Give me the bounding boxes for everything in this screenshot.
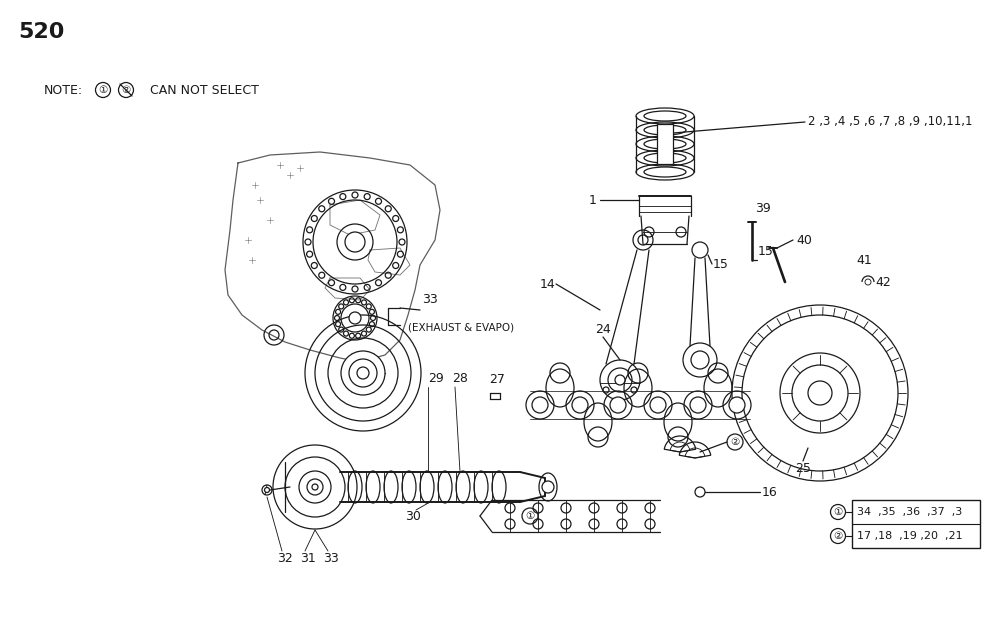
Text: 29: 29 (428, 372, 444, 385)
Text: ②: ② (730, 437, 739, 447)
Circle shape (312, 484, 318, 490)
Circle shape (808, 381, 832, 405)
Text: 2 ,3 ,4 ,5 ,6 ,7 ,8 ,9 ,10,11,1: 2 ,3 ,4 ,5 ,6 ,7 ,8 ,9 ,10,11,1 (808, 115, 972, 128)
Text: 25: 25 (795, 462, 811, 475)
Text: 30: 30 (405, 510, 421, 523)
Text: 15: 15 (713, 258, 728, 271)
Bar (852, 500, 980, 548)
Circle shape (349, 312, 361, 324)
Text: 520: 520 (18, 22, 64, 42)
Circle shape (341, 351, 385, 395)
Text: 17 ,18  ,19 ,20  ,21: 17 ,18 ,19 ,20 ,21 (857, 531, 962, 541)
Circle shape (542, 481, 554, 493)
Text: 16: 16 (762, 485, 778, 499)
Circle shape (357, 367, 369, 379)
Text: ①: ① (98, 85, 108, 95)
Circle shape (610, 397, 626, 413)
Text: 15: 15 (758, 245, 774, 258)
Text: 24: 24 (595, 323, 610, 336)
Text: ②: ② (833, 531, 842, 541)
Text: 40: 40 (796, 233, 812, 247)
Text: ②: ② (121, 85, 131, 95)
Text: 41: 41 (856, 254, 872, 267)
Circle shape (265, 488, 270, 492)
Text: 27: 27 (489, 373, 504, 386)
Circle shape (729, 397, 745, 413)
Text: 14: 14 (539, 278, 555, 290)
Circle shape (690, 397, 706, 413)
Circle shape (532, 397, 548, 413)
Bar (657, 124, 673, 164)
Text: (EXHAUST & EVAPO): (EXHAUST & EVAPO) (408, 323, 514, 333)
Circle shape (650, 397, 666, 413)
Text: ①: ① (525, 511, 534, 521)
Text: 42: 42 (875, 276, 891, 288)
Text: ①: ① (833, 507, 842, 517)
Text: 1: 1 (589, 194, 597, 206)
Text: 34  ,35  ,36  ,37  ,3: 34 ,35 ,36 ,37 ,3 (857, 507, 962, 517)
Text: 31: 31 (300, 552, 316, 565)
Circle shape (572, 397, 588, 413)
Text: 28: 28 (452, 372, 468, 385)
Text: 39: 39 (755, 202, 771, 215)
Text: CAN NOT SELECT: CAN NOT SELECT (150, 83, 259, 97)
Text: NOTE:: NOTE: (44, 83, 83, 97)
Circle shape (299, 471, 331, 503)
Circle shape (345, 232, 365, 252)
Text: 33: 33 (422, 293, 438, 306)
Text: 33: 33 (323, 552, 339, 565)
Text: 32: 32 (277, 552, 292, 565)
Circle shape (615, 375, 625, 385)
